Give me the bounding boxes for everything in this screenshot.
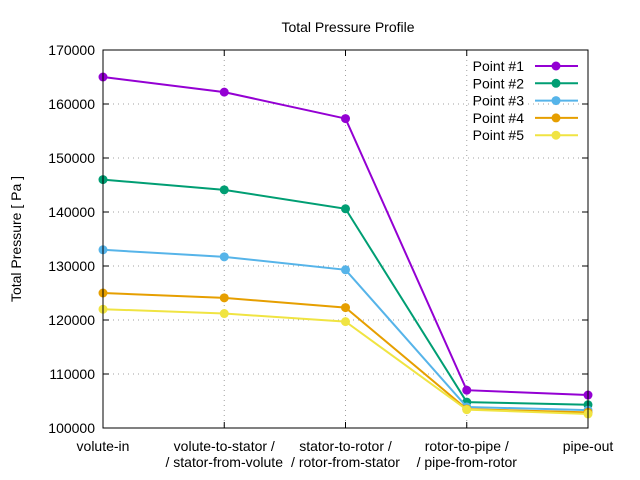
y-tick-label: 130000: [48, 258, 95, 274]
series-line: [102, 178, 589, 406]
legend-swatch-point: [551, 78, 561, 88]
x-tick-label: / pipe-from-rotor: [417, 454, 518, 470]
data-point: [462, 385, 472, 395]
y-tick-label: 140000: [48, 204, 95, 220]
axis-ticks: 100000 110000 120000 130000 140000 150000 1600…: [48, 42, 613, 470]
data-point: [219, 87, 229, 97]
x-tick-label: / rotor-from-stator: [291, 454, 400, 470]
legend-label: Point #4: [473, 110, 525, 126]
series-4: [98, 288, 593, 417]
y-tick-label: 170000: [48, 42, 95, 58]
legend-swatch-point: [551, 130, 561, 140]
data-point: [341, 114, 350, 124]
data-point: [219, 293, 229, 303]
y-axis-label: Total Pressure [ Pa ]: [8, 176, 24, 302]
x-tick-label: pipe-out: [563, 438, 614, 454]
y-tick-label: 100000: [48, 420, 95, 436]
data-point: [341, 265, 350, 275]
data-point: [219, 185, 229, 195]
legend-swatch-point: [551, 113, 561, 123]
data-point: [341, 204, 350, 214]
legend-label: Point #5: [473, 127, 525, 143]
data-point: [341, 317, 350, 327]
x-tick-label: / stator-from-volute: [166, 454, 284, 470]
grid: [103, 50, 588, 428]
chart-title: Total Pressure Profile: [281, 19, 414, 35]
legend-swatch-point: [551, 96, 561, 106]
data-point: [341, 303, 350, 313]
legend-label: Point #3: [473, 93, 525, 109]
legend-label: Point #1: [473, 58, 525, 74]
x-tick-label: volute-to-stator /: [174, 438, 275, 454]
data-point: [462, 405, 472, 415]
y-tick-label: 160000: [48, 96, 95, 112]
series-3: [98, 245, 593, 415]
series-group: [98, 72, 593, 419]
series-5: [98, 304, 593, 419]
plot-frame: [102, 49, 589, 429]
x-tick-label: rotor-to-pipe /: [425, 438, 509, 454]
x-tick-label: volute-in: [77, 438, 130, 454]
data-point: [219, 309, 229, 319]
data-point: [219, 252, 229, 262]
legend-label: Point #2: [473, 75, 525, 91]
y-tick-label: 150000: [48, 150, 95, 166]
legend-swatch-point: [551, 61, 561, 71]
y-tick-label: 110000: [49, 366, 95, 382]
x-tick-label: stator-to-rotor /: [299, 438, 392, 454]
y-tick-label: 120000: [48, 312, 95, 328]
